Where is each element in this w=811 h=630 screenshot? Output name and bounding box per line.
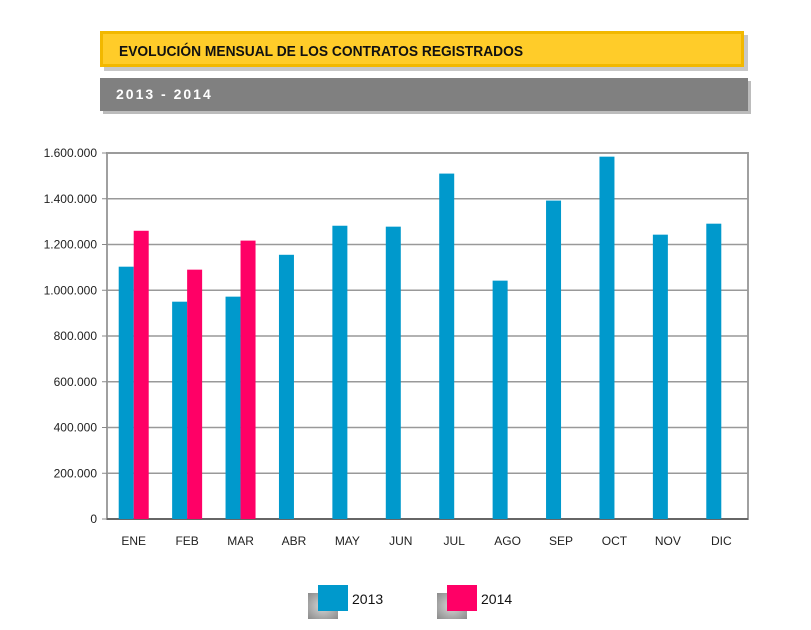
chart-subtitle: 2013 - 2014 (116, 86, 213, 102)
x-tick-label: MAR (227, 534, 254, 548)
bar-2013-MAY (332, 225, 348, 519)
chart-title: EVOLUCIÓN MENSUAL DE LOS CONTRATOS REGIS… (119, 43, 524, 60)
x-tick-label: MAY (335, 534, 360, 548)
bar-2014-MAR (240, 240, 256, 519)
bar-2013-JUL (439, 173, 455, 519)
bar-2013-ENE (118, 266, 134, 519)
chart-subtitle-box: 2013 - 2014 (100, 78, 748, 111)
x-tick-label: JUN (389, 534, 412, 548)
bar-2013-ABR (278, 254, 294, 519)
x-tick-label: DIC (711, 534, 732, 548)
legend-swatch-2014 (447, 585, 477, 611)
bar-2013-FEB (172, 301, 188, 519)
bar-2013-JUN (385, 226, 401, 519)
y-tick-label: 0 (90, 512, 97, 526)
x-tick-label: ENE (121, 534, 146, 548)
x-tick-label: ABR (282, 534, 307, 548)
y-tick-label: 800.000 (54, 329, 98, 343)
y-tick-label: 400.000 (54, 421, 98, 435)
y-tick-label: 1.000.000 (44, 283, 98, 297)
y-tick-label: 1.400.000 (44, 192, 98, 206)
chart-title-box: EVOLUCIÓN MENSUAL DE LOS CONTRATOS REGIS… (100, 31, 744, 67)
x-tick-label: NOV (655, 534, 681, 548)
x-tick-label: JUL (444, 534, 466, 548)
x-tick-label: AGO (494, 534, 521, 548)
bar-2013-NOV (652, 234, 668, 519)
y-tick-label: 200.000 (54, 466, 98, 480)
y-tick-label: 600.000 (54, 375, 98, 389)
x-tick-label: OCT (602, 534, 628, 548)
bar-2013-AGO (492, 280, 508, 519)
x-tick-label: FEB (175, 534, 198, 548)
legend-label-2014: 2014 (481, 591, 513, 607)
y-tick-label: 1.600.000 (44, 146, 98, 160)
bar-2013-DIC (706, 223, 722, 519)
y-tick-label: 1.200.000 (44, 238, 98, 252)
bar-2014-FEB (187, 269, 203, 519)
legend-label-2013: 2013 (352, 591, 384, 607)
bar-2013-OCT (599, 156, 615, 519)
bar-2013-SEP (546, 200, 562, 519)
legend-swatch-2013 (318, 585, 348, 611)
x-tick-label: SEP (549, 534, 573, 548)
bar-2013-MAR (225, 296, 241, 519)
bar-2014-ENE (133, 230, 149, 519)
